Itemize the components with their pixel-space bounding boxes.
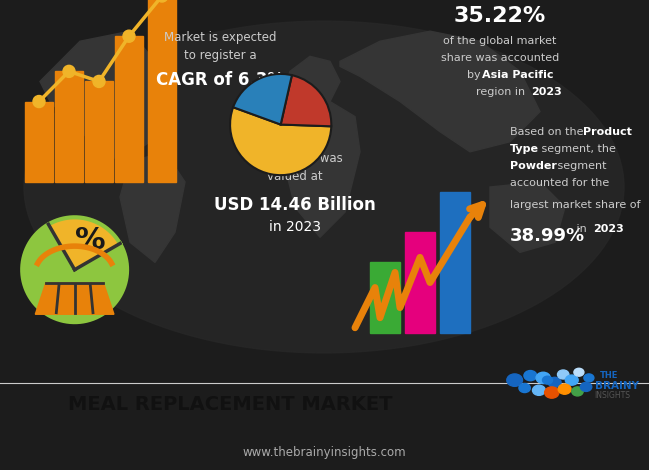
Circle shape (558, 384, 571, 394)
Circle shape (572, 387, 583, 396)
Text: in: in (573, 224, 590, 234)
Bar (55, 71, 83, 182)
Circle shape (519, 384, 530, 392)
Text: Asia Pacific: Asia Pacific (482, 70, 554, 80)
Circle shape (63, 65, 75, 78)
Polygon shape (35, 283, 114, 314)
Bar (115, 36, 143, 182)
Circle shape (580, 383, 592, 392)
Text: Based on the: Based on the (510, 127, 587, 137)
Text: THE: THE (600, 371, 618, 380)
Text: USD 14.46 Billion: USD 14.46 Billion (214, 196, 376, 214)
Polygon shape (120, 152, 185, 262)
Text: by: by (467, 70, 484, 80)
Text: 35.22%: 35.22% (454, 6, 546, 26)
Bar (85, 81, 113, 182)
Text: BRAINY: BRAINY (594, 381, 639, 391)
Bar (370, 262, 400, 333)
Bar (148, 0, 176, 182)
Polygon shape (22, 217, 127, 322)
Circle shape (93, 75, 105, 87)
Circle shape (156, 0, 168, 2)
Text: largest market share of: largest market share of (510, 200, 641, 210)
Polygon shape (49, 217, 120, 270)
Bar (440, 192, 470, 333)
Circle shape (565, 375, 578, 385)
Text: in 2023: in 2023 (269, 220, 321, 234)
Circle shape (33, 95, 45, 108)
Circle shape (524, 370, 537, 381)
Bar (405, 232, 435, 333)
Text: INSIGHTS: INSIGHTS (594, 392, 631, 400)
Circle shape (545, 387, 559, 398)
Text: %: % (75, 227, 106, 255)
Text: region in: region in (476, 87, 529, 97)
Polygon shape (490, 182, 565, 252)
Text: 2023: 2023 (531, 87, 562, 97)
Circle shape (574, 368, 584, 376)
Text: Market is expected
to register a: Market is expected to register a (164, 31, 276, 62)
Wedge shape (280, 75, 331, 126)
Text: www.thebrainyinsights.com: www.thebrainyinsights.com (242, 446, 406, 459)
Bar (25, 102, 53, 182)
Text: 38.99%: 38.99% (510, 227, 585, 245)
Circle shape (536, 372, 550, 384)
Polygon shape (280, 102, 360, 237)
Text: accounted for the: accounted for the (510, 178, 609, 188)
Ellipse shape (24, 21, 624, 353)
Text: of the global market: of the global market (443, 36, 557, 46)
Polygon shape (285, 56, 340, 107)
Circle shape (584, 374, 594, 382)
Circle shape (507, 374, 522, 386)
Text: Powder: Powder (510, 161, 557, 171)
Text: CAGR of 6.3%: CAGR of 6.3% (156, 71, 284, 89)
Text: share was accounted: share was accounted (441, 53, 559, 63)
Polygon shape (40, 31, 165, 162)
Circle shape (548, 377, 561, 387)
Circle shape (543, 376, 552, 384)
Wedge shape (230, 107, 331, 175)
Circle shape (123, 30, 135, 42)
Circle shape (532, 385, 545, 395)
Text: Type: Type (510, 144, 539, 154)
Text: 2023: 2023 (593, 224, 624, 234)
Polygon shape (340, 31, 540, 152)
Circle shape (557, 370, 569, 379)
Text: segment: segment (554, 161, 607, 171)
Text: The market was
valued at: The market was valued at (248, 152, 343, 183)
Text: segment, the: segment, the (538, 144, 616, 154)
Text: MEAL REPLACEMENT MARKET: MEAL REPLACEMENT MARKET (67, 395, 392, 414)
Wedge shape (233, 74, 292, 125)
Text: Product: Product (583, 127, 632, 137)
